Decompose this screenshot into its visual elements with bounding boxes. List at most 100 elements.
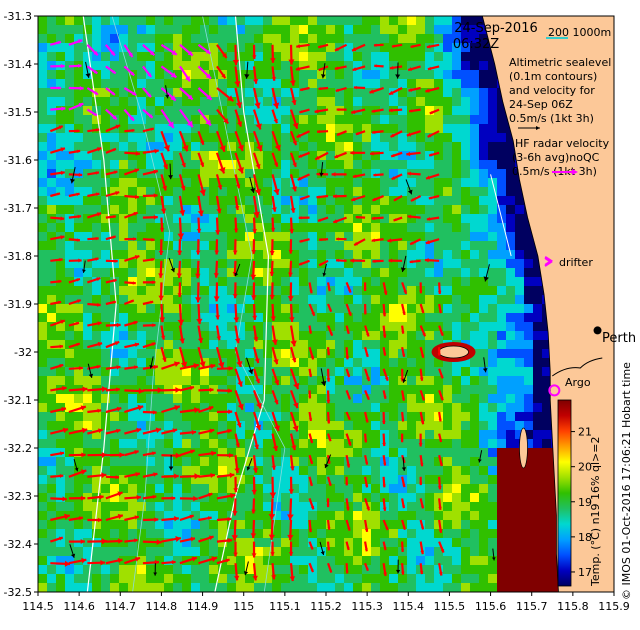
contour-line — [490, 174, 512, 257]
sst-pixel — [110, 538, 120, 548]
hf-radar-arrow-head — [197, 210, 204, 217]
hf-radar-arrow-head — [150, 127, 154, 131]
sst-pixel — [434, 313, 444, 323]
sst-pixel — [236, 106, 246, 116]
sst-pixel — [389, 169, 399, 179]
sst-pixel — [209, 142, 219, 152]
sst-pixel — [227, 79, 237, 89]
sst-pixel — [452, 196, 462, 206]
sst-pixel — [209, 25, 219, 35]
sst-pixel — [281, 133, 291, 143]
sst-pixel — [371, 232, 381, 242]
altimetry-legend-line-3: and velocity for — [509, 84, 595, 97]
sst-pixel — [209, 439, 219, 449]
sst-pixel — [317, 196, 327, 206]
sst-pixel — [542, 403, 552, 413]
sst-pixel — [65, 466, 75, 476]
sst-pixel — [38, 214, 48, 224]
sst-pixel — [443, 259, 453, 269]
sst-pixel — [137, 358, 147, 368]
sst-pixel — [506, 376, 516, 386]
hf-radar-arrow-head — [347, 416, 351, 420]
sst-pixel — [56, 367, 66, 377]
hf-radar-arrow-head — [269, 294, 275, 300]
sst-pixel — [371, 385, 381, 395]
sst-pixel — [299, 502, 309, 512]
sst-pixel — [182, 268, 192, 278]
sst-pixel — [443, 160, 453, 170]
sst-pixel — [281, 412, 291, 422]
sst-pixel — [227, 277, 237, 287]
sst-pixel — [272, 547, 282, 557]
sst-pixel — [173, 412, 183, 422]
sst-pixel — [479, 565, 489, 575]
sst-pixel — [38, 151, 48, 161]
sst-pixel — [83, 52, 93, 62]
sst-pixel — [137, 493, 147, 503]
sst-pixel — [317, 232, 327, 242]
sst-pixel — [254, 331, 264, 341]
sst-pixel — [200, 295, 210, 305]
sst-pixel — [254, 232, 264, 242]
sst-pixel — [38, 52, 48, 62]
sst-pixel — [443, 511, 453, 521]
sst-pixel — [182, 439, 192, 449]
hf-radar-arrow-head — [60, 147, 65, 152]
sst-pixel — [425, 124, 435, 134]
sst-pixel — [137, 475, 147, 485]
hf-radar-arrow-head — [427, 66, 432, 71]
sst-pixel — [389, 205, 399, 215]
sst-pixel — [335, 313, 345, 323]
sst-pixel — [479, 223, 489, 233]
sst-pixel — [173, 178, 183, 188]
sst-pixel — [281, 367, 291, 377]
sst-pixel — [155, 439, 165, 449]
sst-pixel — [191, 520, 201, 530]
sst-pixel — [281, 304, 291, 314]
x-axis-ticks: 114.5 114.6 114.7 114.8 114.9 115 115.1 115.2 11… — [22, 592, 630, 613]
sst-pixel — [335, 520, 345, 530]
hf-radar-arrow-head — [345, 482, 349, 486]
sst-pixel — [182, 196, 192, 206]
sst-pixel — [524, 250, 534, 260]
sst-pixel — [74, 502, 84, 512]
sst-pixel — [137, 574, 147, 584]
hf-radar-arrow-head — [348, 289, 352, 293]
sst-pixel — [488, 97, 498, 107]
sst-pixel — [155, 484, 165, 494]
sst-pixel — [407, 457, 417, 467]
hf-radar-arrow-head — [390, 133, 395, 138]
sst-pixel — [398, 250, 408, 260]
sst-pixel — [200, 241, 210, 251]
sst-pixel — [92, 259, 102, 269]
sst-pixel — [434, 196, 444, 206]
sst-pixel — [263, 511, 273, 521]
sst-pixel — [524, 313, 534, 323]
sst-pixel — [263, 367, 273, 377]
sst-pixel — [308, 88, 318, 98]
sst-pixel — [182, 133, 192, 143]
hf-radar-arrow-head — [57, 41, 61, 45]
sst-pixel — [65, 268, 75, 278]
altimetry-arrow-head — [483, 276, 489, 282]
sst-pixel — [416, 421, 426, 431]
sst-pixel — [290, 466, 300, 476]
hf-radar-arrow-head — [274, 399, 279, 405]
sst-pixel — [38, 484, 48, 494]
sst-pixel — [182, 466, 192, 476]
sst-pixel — [416, 448, 426, 458]
hf-radar-arrow-head — [219, 167, 226, 174]
sst-pixel — [128, 313, 138, 323]
hf-radar-arrow-head — [78, 258, 82, 263]
sst-pixel — [461, 70, 471, 80]
hf-radar-arrow-head — [255, 163, 261, 169]
sst-pixel — [209, 349, 219, 359]
hf-radar-arrow-head — [347, 396, 351, 400]
sst-pixel — [119, 142, 129, 152]
sst-pixel — [398, 286, 408, 296]
sst-pixel — [92, 205, 102, 215]
hf-radar-arrow-head — [59, 363, 64, 368]
sst-pixel — [128, 502, 138, 512]
sst-pixel — [371, 259, 381, 269]
sst-pixel — [371, 367, 381, 377]
